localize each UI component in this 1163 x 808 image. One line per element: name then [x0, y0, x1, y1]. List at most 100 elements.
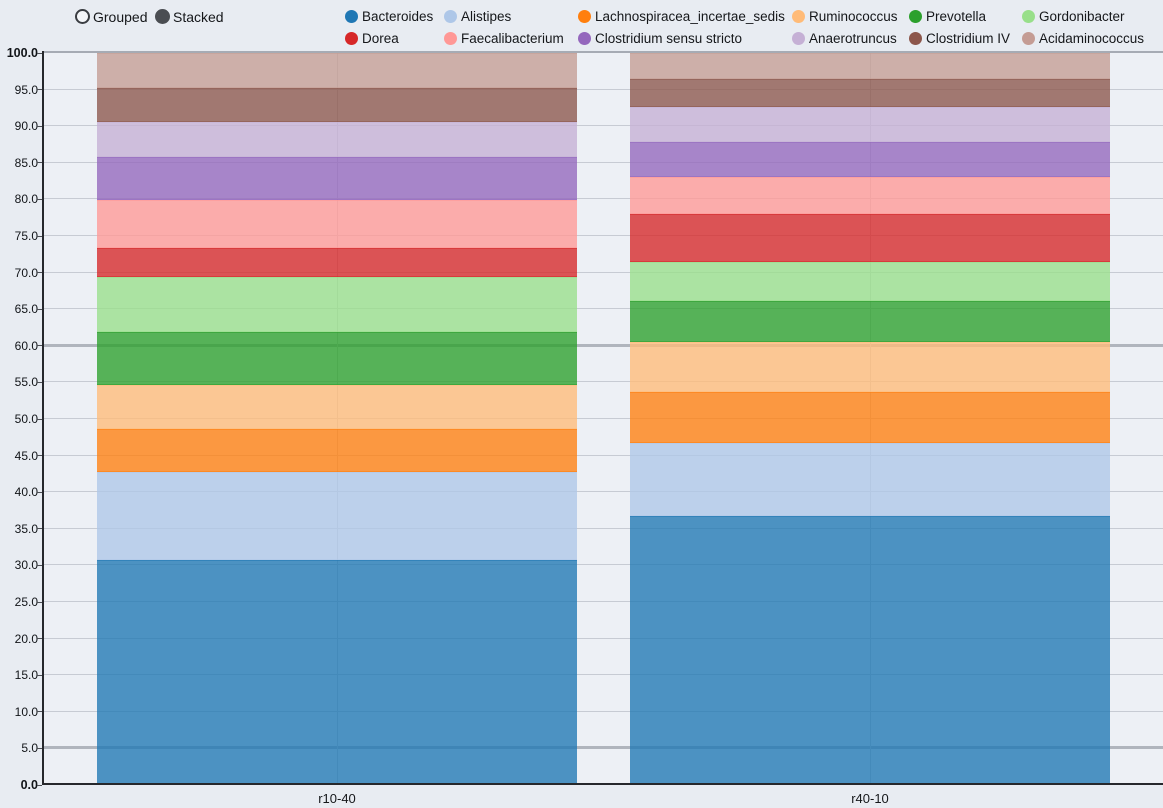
legend-item-acidaminococcus[interactable]: Acidaminococcus	[1022, 30, 1144, 46]
y-tick-label-90: 90.0	[14, 119, 38, 134]
y-tick-label-70: 70.0	[14, 265, 38, 280]
gridline-70	[44, 271, 1163, 273]
y-tick-label-85: 85.0	[14, 155, 38, 170]
gridline-55	[44, 381, 1163, 383]
legend-dot-ruminococcus	[792, 9, 805, 23]
y-tick-label-15: 15.0	[14, 668, 38, 683]
grouped-mode-label: Grouped	[93, 8, 148, 25]
bar-r10-40-segment-alistipes[interactable]	[97, 472, 577, 561]
legend-dot-acidaminococcus	[1022, 31, 1035, 45]
legend-dot-faecalibacterium	[444, 31, 457, 45]
x-tick-label-r40-10: r40-10	[851, 791, 889, 806]
plot-top-border	[44, 51, 1163, 53]
bar-r10-40-segment-lachnospiracea-incertae-sedis[interactable]	[97, 428, 577, 473]
bar-r10-40-segment-dorea[interactable]	[97, 247, 577, 277]
gridline-80	[44, 198, 1163, 200]
bar-r40-10-segment-gordonibacter[interactable]	[630, 261, 1110, 302]
legend-dot-alistipes	[444, 9, 457, 23]
bar-r40-10-segment-dorea[interactable]	[630, 214, 1110, 262]
legend-dot-gordonibacter	[1022, 9, 1035, 23]
legend-dot-lachnospiracea-incertae-sedis	[578, 9, 591, 23]
legend-dot-clostridium-sensu-stricto	[578, 31, 591, 45]
legend-item-bacteroides[interactable]: Bacteroides	[345, 8, 433, 24]
bar-r40-10-segment-anaerotruncus[interactable]	[630, 107, 1110, 142]
stacked-mode-button[interactable]: Stacked	[155, 8, 224, 25]
bar-r40-10-segment-clostridium-sensu-stricto[interactable]	[630, 141, 1110, 177]
reference-line-5	[44, 746, 1163, 750]
y-tick-mark-90	[37, 125, 42, 127]
bar-r10-40-segment-ruminococcus[interactable]	[97, 385, 577, 429]
gridline-30	[44, 564, 1163, 566]
y-tick-mark-35	[37, 528, 42, 530]
y-tick-label-60: 60.0	[14, 338, 38, 353]
legend-label-gordonibacter: Gordonibacter	[1039, 8, 1125, 24]
radio-unselected-icon	[75, 9, 90, 24]
gridline-50	[44, 418, 1163, 419]
y-tick-label-95: 95.0	[14, 82, 38, 97]
y-tick-mark-100	[37, 52, 42, 54]
legend-item-clostridium-sensu-stricto[interactable]: Clostridium sensu stricto	[578, 30, 742, 46]
y-tick-mark-50	[37, 418, 42, 420]
bar-r10-40-segment-clostridium-iv[interactable]	[97, 88, 577, 122]
reference-line-60	[44, 343, 1163, 347]
legend-dot-dorea	[345, 31, 358, 45]
legend-item-alistipes[interactable]: Alistipes	[444, 8, 511, 24]
legend-label-alistipes: Alistipes	[461, 8, 512, 24]
bar-r10-40-segment-bacteroides[interactable]	[97, 560, 577, 785]
y-axis-line	[42, 51, 44, 785]
bar-r40-10-segment-ruminococcus[interactable]	[630, 342, 1110, 392]
bar-r10-40-segment-clostridium-sensu-stricto[interactable]	[97, 156, 577, 201]
legend-dot-anaerotruncus	[792, 31, 805, 45]
y-tick-mark-80	[37, 198, 42, 200]
legend-item-lachnospiracea-incertae-sedis[interactable]: Lachnospiracea_incertae_sedis	[578, 8, 785, 24]
legend-label-acidaminococcus: Acidaminococcus	[1039, 30, 1145, 46]
bar-r40-10-segment-faecalibacterium[interactable]	[630, 176, 1110, 215]
y-tick-mark-25	[37, 601, 42, 603]
y-tick-mark-45	[37, 455, 42, 457]
bar-r10-40-segment-faecalibacterium[interactable]	[97, 200, 577, 248]
legend-dot-bacteroides	[345, 9, 358, 23]
legend-label-ruminococcus: Ruminococcus	[809, 8, 898, 24]
gridline-85	[44, 161, 1163, 163]
bar-r10-40-segment-acidaminococcus[interactable]	[97, 53, 577, 89]
y-tick-label-75: 75.0	[14, 229, 38, 243]
legend-item-clostridium-iv[interactable]: Clostridium IV	[909, 30, 1010, 46]
bar-r40-10-segment-lachnospiracea-incertae-sedis[interactable]	[630, 391, 1110, 444]
legend-item-dorea[interactable]: Dorea	[345, 30, 399, 46]
y-tick-label-10: 10.0	[14, 704, 38, 719]
legend-item-faecalibacterium[interactable]: Faecalibacterium	[444, 30, 564, 46]
y-tick-label-80: 80.0	[14, 192, 38, 207]
grouped-mode-button[interactable]: Grouped	[75, 8, 147, 25]
bar-r10-40-segment-prevotella[interactable]	[97, 331, 577, 386]
y-tick-label-25: 25.0	[14, 595, 38, 609]
bar-r40-10-segment-prevotella[interactable]	[630, 301, 1110, 343]
legend-item-prevotella[interactable]: Prevotella	[909, 8, 986, 24]
legend-item-anaerotruncus[interactable]: Anaerotruncus	[792, 30, 897, 46]
gridline-15	[44, 674, 1163, 676]
gridline-10	[44, 710, 1163, 712]
y-tick-mark-40	[37, 491, 42, 493]
y-tick-label-5: 5.0	[21, 741, 38, 756]
bar-r40-10-segment-alistipes[interactable]	[630, 443, 1110, 517]
bar-r40-10-segment-clostridium-iv[interactable]	[630, 78, 1110, 108]
gridline-65	[44, 308, 1163, 310]
y-tick-label-55: 55.0	[14, 375, 38, 390]
y-tick-label-50: 50.0	[14, 412, 38, 426]
y-tick-label-65: 65.0	[14, 302, 38, 317]
bar-r10-40-segment-anaerotruncus[interactable]	[97, 121, 577, 157]
y-tick-mark-70	[37, 272, 42, 274]
y-tick-mark-75	[37, 235, 42, 237]
y-tick-label-20: 20.0	[14, 631, 38, 646]
bar-r40-10	[630, 53, 1110, 785]
legend-label-clostridium-sensu-stricto: Clostridium sensu stricto	[595, 30, 743, 46]
legend-item-ruminococcus[interactable]: Ruminococcus	[792, 8, 898, 24]
bar-r10-40	[97, 53, 577, 785]
bar-r10-40-segment-gordonibacter[interactable]	[97, 277, 577, 332]
legend-item-gordonibacter[interactable]: Gordonibacter	[1022, 8, 1125, 24]
gridline-25	[44, 601, 1163, 602]
plot-area	[44, 53, 1163, 785]
y-tick-mark-20	[37, 638, 42, 640]
bar-r40-10-segment-acidaminococcus[interactable]	[630, 53, 1110, 79]
bar-r40-10-segment-bacteroides[interactable]	[630, 516, 1110, 785]
legend-label-lachnospiracea-incertae-sedis: Lachnospiracea_incertae_sedis	[595, 8, 785, 24]
